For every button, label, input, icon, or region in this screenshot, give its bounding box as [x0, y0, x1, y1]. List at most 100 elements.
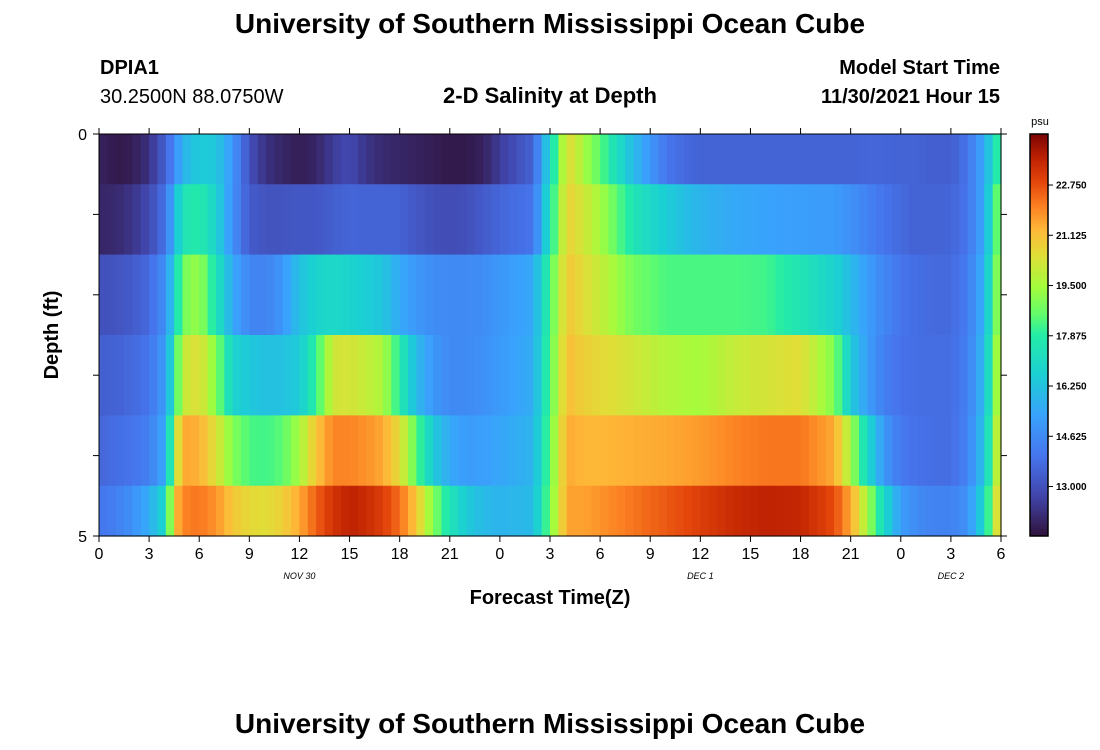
heatmap-cell — [742, 254, 752, 336]
heatmap-cell — [516, 335, 526, 416]
heatmap-cell — [533, 134, 543, 185]
x-tick-label: 6 — [195, 546, 204, 563]
heatmap-cell — [165, 335, 175, 416]
x-tick-label: 0 — [495, 546, 504, 563]
heatmap-cell — [458, 184, 468, 256]
heatmap-cell — [332, 254, 342, 336]
heatmap-cell — [483, 134, 493, 185]
heatmap-cell — [332, 184, 342, 256]
heatmap-cell — [984, 254, 994, 336]
heatmap-cell — [817, 254, 827, 336]
heatmap-cell — [959, 254, 969, 336]
heatmap-cell — [257, 134, 267, 185]
heatmap-cell — [942, 254, 952, 336]
heatmap-cell — [115, 415, 125, 487]
heatmap-cell — [775, 415, 785, 487]
heatmap-cell — [349, 485, 359, 537]
heatmap-cell — [984, 415, 994, 487]
heatmap-cell — [683, 184, 693, 256]
heatmap-cell — [917, 335, 927, 416]
heatmap-cell — [466, 485, 476, 537]
heatmap-cell — [616, 415, 626, 487]
heatmap-cell — [207, 254, 217, 336]
heatmap-cell — [775, 134, 785, 185]
heatmap-cell — [733, 254, 743, 336]
heatmap-cell — [975, 134, 985, 185]
heatmap-cell — [925, 254, 935, 336]
heatmap-cell — [925, 485, 935, 537]
heatmap-cell — [566, 335, 576, 416]
heatmap-cell — [524, 134, 534, 185]
heatmap-cell — [474, 415, 484, 487]
heatmap-cell — [115, 254, 125, 336]
heatmap-cell — [558, 415, 568, 487]
heatmap-cell — [291, 335, 301, 416]
heatmap-cell — [516, 184, 526, 256]
heatmap-cell — [140, 335, 150, 416]
heatmap-cell — [800, 134, 810, 185]
heatmap-cell — [616, 184, 626, 256]
heatmap-cell — [483, 415, 493, 487]
heatmap-cell — [374, 184, 384, 256]
heatmap-cell — [257, 335, 267, 416]
heatmap-cell — [942, 335, 952, 416]
model-start-label: Model Start Time — [839, 57, 1000, 79]
heatmap-cell — [541, 415, 551, 487]
heatmap-cell — [666, 134, 676, 185]
x-tick-label: 15 — [742, 546, 760, 563]
heatmap-cell — [616, 485, 626, 537]
heatmap-cell — [842, 335, 852, 416]
heatmap-cell — [215, 254, 225, 336]
heatmap-cell — [892, 335, 902, 416]
heatmap-cell — [382, 254, 392, 336]
heatmap-cell — [992, 335, 1002, 416]
heatmap-cell — [775, 254, 785, 336]
heatmap-cell — [374, 134, 384, 185]
heatmap-cell — [533, 485, 543, 537]
station-id: DPIA1 — [100, 57, 159, 79]
heatmap-cell — [975, 254, 985, 336]
heatmap-cell — [742, 415, 752, 487]
heatmap-cell — [959, 184, 969, 256]
heatmap-cell — [641, 335, 651, 416]
heatmap-cell — [199, 485, 209, 537]
heatmap-cell — [157, 335, 167, 416]
heatmap-cell — [825, 335, 835, 416]
x-tick-label: 6 — [997, 546, 1006, 563]
heatmap-cell — [850, 134, 860, 185]
heatmap-cell — [249, 335, 259, 416]
heatmap-cell — [817, 485, 827, 537]
heatmap-cell — [282, 335, 292, 416]
heatmap-cell — [366, 254, 376, 336]
heatmap-cell — [524, 415, 534, 487]
x-tick-label: 3 — [145, 546, 154, 563]
heatmap-cell — [675, 335, 685, 416]
heatmap-cell — [650, 485, 660, 537]
heatmap-cell — [107, 415, 117, 487]
heatmap-cell — [149, 485, 159, 537]
heatmap-cell — [391, 184, 401, 256]
heatmap-cell — [942, 415, 952, 487]
heatmap-cell — [750, 335, 760, 416]
heatmap-cell — [641, 254, 651, 336]
model-start-value: 11/30/2021 Hour 15 — [820, 86, 1000, 108]
heatmap-cell — [266, 415, 275, 487]
heatmap-cell — [316, 134, 326, 185]
heatmap-cell — [299, 184, 309, 256]
x-tick-label: 9 — [646, 546, 655, 563]
heatmap-cell — [691, 335, 701, 416]
heatmap-cell — [691, 415, 701, 487]
heatmap-cell — [666, 415, 676, 487]
heatmap-cell — [950, 184, 960, 256]
heatmap-cell — [833, 134, 843, 185]
heatmap-cell — [516, 134, 526, 185]
heatmap-cell — [550, 184, 559, 256]
heatmap-cell — [382, 415, 392, 487]
heatmap-cell — [950, 485, 960, 537]
heatmap-cell — [149, 415, 159, 487]
heatmap-cell — [867, 485, 877, 537]
heatmap-cell — [633, 184, 643, 256]
heatmap-cell — [441, 254, 451, 336]
heatmap-cell — [424, 335, 434, 416]
